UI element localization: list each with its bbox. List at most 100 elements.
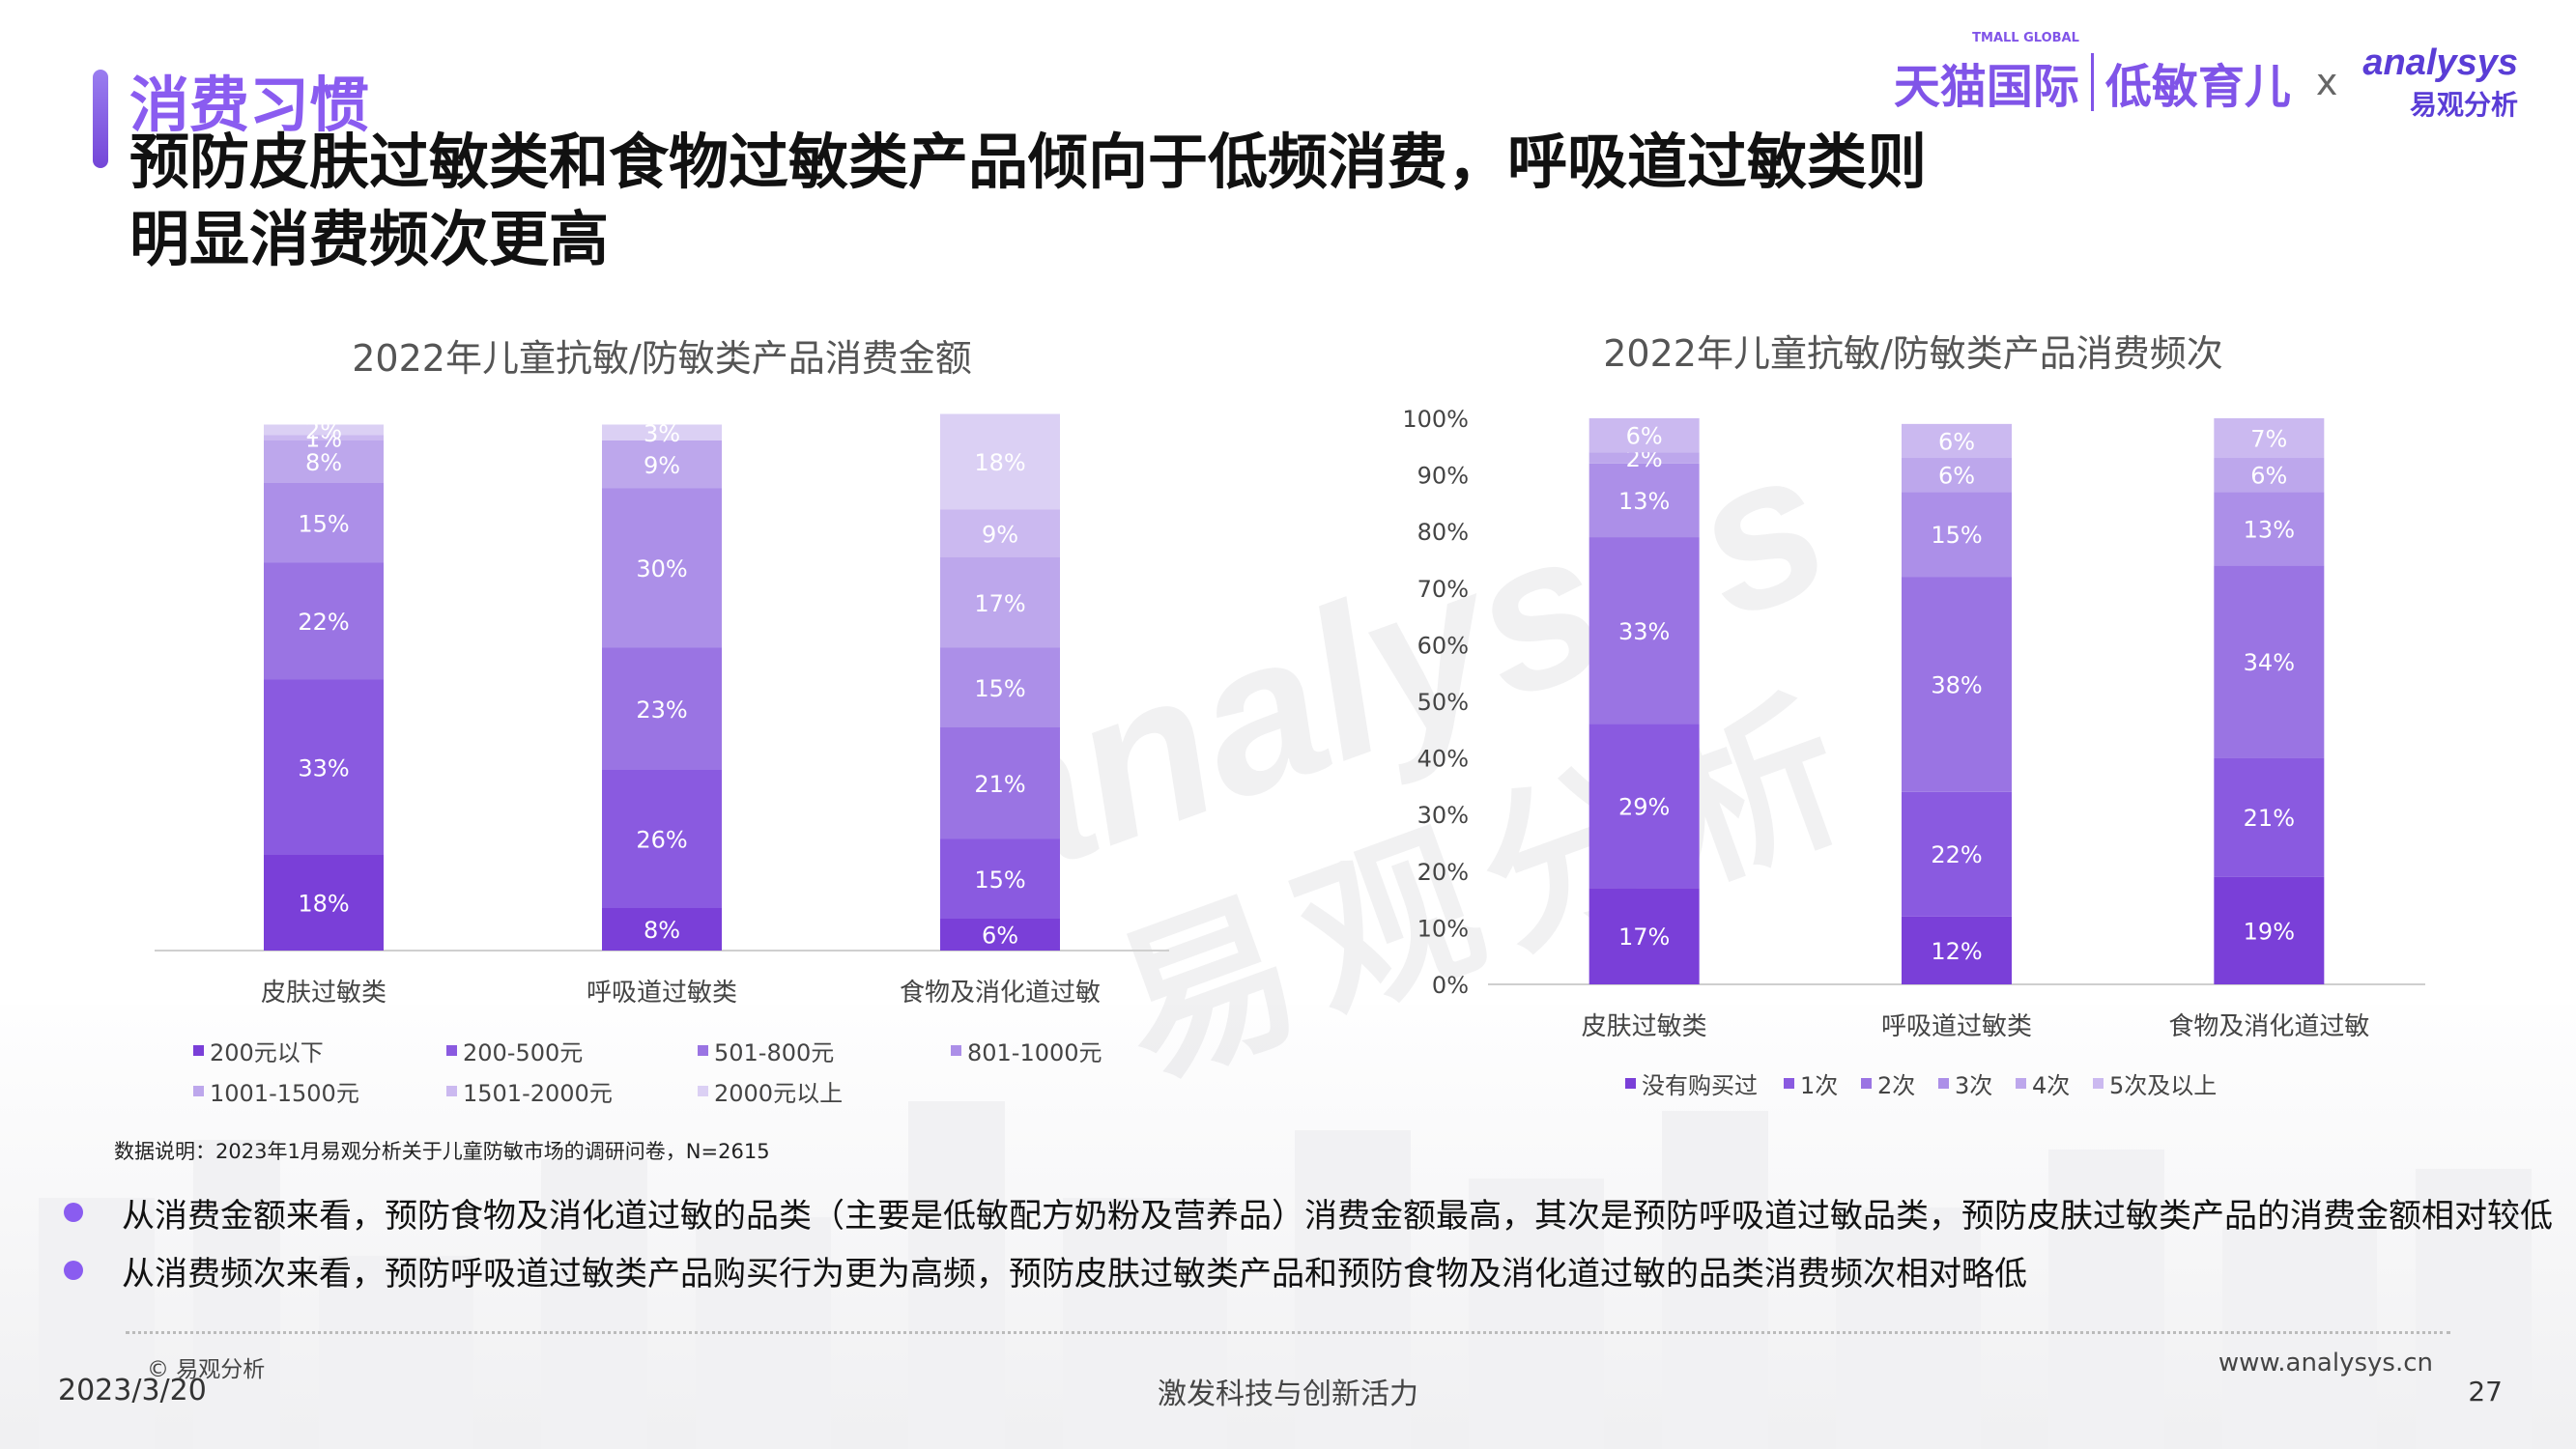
y-tick-label: 30% — [1417, 802, 1469, 829]
data-label: 21% — [974, 771, 1025, 798]
data-label: 6% — [1938, 463, 1975, 490]
data-label: 6% — [982, 923, 1018, 950]
bar-segment — [264, 855, 384, 951]
data-label: 38% — [1931, 671, 1982, 698]
legend-purchase-frequency: 没有购买过 1次 2次 3次 4次 5次及以上 — [1625, 1063, 2302, 1101]
x-tick-label: 皮肤过敏类 — [261, 979, 386, 1008]
bar-segment — [1589, 888, 1700, 984]
y-tick-label: 10% — [1417, 915, 1469, 942]
bar-segment — [2214, 492, 2325, 566]
data-label: 12% — [1931, 938, 1982, 965]
y-tick-label: 60% — [1417, 632, 1469, 659]
bar-segment — [940, 647, 1060, 727]
bar-segment — [1902, 577, 2012, 792]
legend-swatch — [446, 1045, 457, 1056]
data-label: 6% — [2250, 463, 2287, 490]
data-label: 3% — [644, 420, 680, 447]
bar-segment — [2214, 757, 2325, 877]
data-label: 15% — [1931, 522, 1982, 549]
tmall-logo-text: 天猫国际 — [1893, 60, 2079, 114]
conclusion-list: 从消费金额来看，预防食物及消化道过敏的品类（主要是低敏配方奶粉及营养品）消费金额… — [62, 1183, 2553, 1299]
bar-segment — [264, 483, 384, 563]
data-label: 2% — [305, 417, 342, 444]
legend-item: 4次 — [2016, 1066, 2070, 1100]
bar-segment — [1902, 916, 2012, 984]
bar-segment — [940, 413, 1060, 510]
chart-svg: 18%33%22%15%8%1%2%皮肤过敏类8%26%23%30%9%3%呼吸… — [155, 413, 1169, 1008]
logo-divider — [2090, 53, 2094, 111]
analysys-logo-en: analysys — [2362, 42, 2518, 83]
bar-segment — [1589, 463, 1700, 538]
chart-title: 2022年儿童抗敏/防敏类产品消费频次 — [1603, 332, 2223, 375]
bar-segment — [602, 488, 722, 648]
website-link[interactable]: www.analysys.cn — [2218, 1349, 2433, 1378]
data-label: 22% — [1931, 841, 1982, 868]
data-label: 19% — [2244, 918, 2295, 945]
legend-swatch — [1625, 1078, 1636, 1089]
data-label: 9% — [982, 521, 1018, 548]
bar-segment — [1589, 724, 1700, 889]
copyright: © 易观分析 — [147, 1357, 266, 1382]
bar-segment — [1902, 492, 2012, 578]
slogan: 激发科技与创新活力 — [1158, 1378, 1418, 1411]
legend-item: 1001-1500元 — [193, 1074, 359, 1108]
x-tick-label: 呼吸道过敏类 — [587, 979, 737, 1008]
x-tick-label: 食物及消化道过敏 — [2168, 1012, 2369, 1041]
bullet-icon — [64, 1203, 83, 1222]
bar-segment — [2214, 418, 2325, 459]
legend-swatch — [1938, 1078, 1949, 1089]
bar-segment — [2214, 565, 2325, 758]
legend-label: 2000元以上 — [714, 1080, 844, 1107]
data-label: 15% — [298, 510, 349, 537]
logo-x: x — [2315, 61, 2338, 103]
logo-area: TMALL GLOBAL 天猫国际 低敏育儿 x analysys 易观分析 — [1893, 31, 2518, 126]
lowallergy-logo: 低敏育儿 — [2104, 60, 2291, 114]
bar-segment — [264, 679, 384, 855]
data-label: 21% — [2244, 805, 2295, 832]
y-tick-label: 0% — [1432, 972, 1469, 999]
page-number: 27 — [2468, 1376, 2503, 1407]
legend-swatch — [2093, 1078, 2104, 1089]
bar-segment — [940, 919, 1060, 951]
data-label: 17% — [1618, 923, 1670, 951]
bar-segment — [602, 770, 722, 908]
legend-item: 200-500元 — [446, 1034, 583, 1067]
legend-label: 5次及以上 — [2109, 1072, 2218, 1099]
data-label: 13% — [2244, 516, 2295, 543]
bar-segment — [1589, 452, 1700, 464]
data-label: 6% — [1938, 428, 1975, 455]
y-tick-label: 90% — [1417, 463, 1469, 490]
legend-swatch — [193, 1086, 204, 1096]
legend-swatch — [698, 1045, 708, 1056]
data-label: 7% — [2250, 426, 2287, 453]
legend-item: 5次及以上 — [2093, 1066, 2217, 1100]
footer-divider — [126, 1331, 2450, 1334]
tmall-logo: TMALL GLOBAL 天猫国际 — [1893, 31, 2079, 116]
bar-segment — [264, 562, 384, 680]
bar-segment — [264, 424, 384, 436]
legend-label: 801-1000元 — [967, 1039, 1102, 1066]
legend-item: 2000元以上 — [698, 1074, 843, 1108]
y-tick-label: 40% — [1417, 746, 1469, 773]
legend-spending-amount: 200元以下 200-500元 501-800元 801-1000元 1001-1500… — [193, 1028, 1159, 1108]
bullet-icon — [64, 1261, 83, 1280]
legend-swatch — [2016, 1078, 2026, 1089]
source-note: 数据说明：2023年1月易观分析关于儿童防敏市场的调研问卷，N=2615 — [114, 1140, 770, 1163]
bar-segment — [940, 557, 1060, 648]
legend-label: 2次 — [1877, 1072, 1916, 1099]
legend-label: 4次 — [2032, 1072, 2071, 1099]
legend-swatch — [951, 1045, 961, 1056]
bar-segment — [602, 647, 722, 770]
data-label: 15% — [974, 867, 1025, 894]
y-tick-label: 80% — [1417, 519, 1469, 546]
legend-label: 200-500元 — [463, 1039, 584, 1066]
chart-svg: 0% 10% 20% 30% 40% 50% 60% 70% 80% 90% 100% 17% 29% 3… — [1402, 406, 2425, 1041]
page-title: 预防皮肤过敏类和食物过敏类产品倾向于低频消费，呼吸道过敏类则明显消费频次更高 — [129, 127, 1928, 274]
tmall-logo-small: TMALL GLOBAL — [1972, 31, 2079, 45]
data-label: 18% — [298, 891, 349, 918]
x-tick-label: 皮肤过敏类 — [1582, 1012, 1707, 1041]
legend-item: 3次 — [1938, 1066, 1992, 1100]
legend-label: 3次 — [1955, 1072, 1993, 1099]
chart-title: 2022年儿童抗敏/防敏类产品消费金额 — [352, 337, 972, 380]
bar-segment — [2214, 876, 2325, 984]
